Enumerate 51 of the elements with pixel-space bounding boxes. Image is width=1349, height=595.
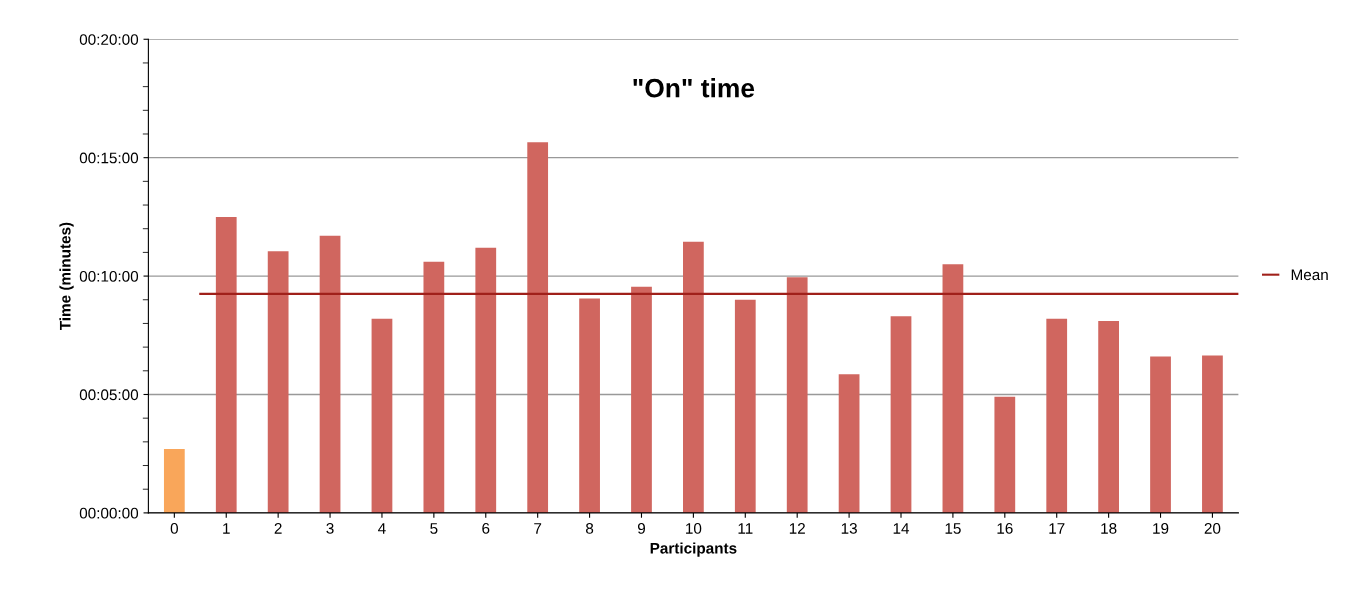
x-tick-label: 14 xyxy=(893,523,910,534)
x-tick-label: 19 xyxy=(1153,523,1169,534)
y-tick-label: 00:00:00 xyxy=(79,507,139,519)
x-tick-label: 12 xyxy=(789,523,805,534)
x-tick-label: 17 xyxy=(1049,523,1065,534)
bar xyxy=(890,316,912,513)
y-tick-label: 00:20:00 xyxy=(79,34,139,45)
bar xyxy=(631,286,652,513)
x-tick-label: 20 xyxy=(1204,523,1221,534)
bar xyxy=(1098,321,1119,513)
x-tick-label: 0 xyxy=(170,523,178,534)
bar xyxy=(319,235,341,513)
bar xyxy=(994,396,1016,513)
bar xyxy=(163,448,185,513)
x-tick-label: 15 xyxy=(945,523,961,534)
bar xyxy=(683,241,704,513)
bar xyxy=(1150,356,1171,513)
bar xyxy=(423,261,445,513)
x-tick-label: 10 xyxy=(686,523,702,534)
x-tick-label: 3 xyxy=(326,523,334,534)
x-tick-label: 13 xyxy=(841,523,857,534)
y-axis-title: Time (minutes) xyxy=(59,222,74,331)
text: "On" time xyxy=(633,78,755,98)
bar xyxy=(838,374,860,513)
y-tick-label: 00:05:00 xyxy=(79,389,139,401)
x-axis-title: Participants xyxy=(650,542,737,557)
x-tick-label: 18 xyxy=(1101,523,1117,534)
bar xyxy=(215,216,237,513)
x-tick-label: 5 xyxy=(430,523,438,534)
bar xyxy=(579,298,600,513)
legend-label: Mean xyxy=(1291,269,1328,281)
x-tick-label: 2 xyxy=(274,523,282,534)
bar xyxy=(371,318,393,513)
bar xyxy=(1046,318,1068,513)
bar xyxy=(786,277,808,513)
x-tick-label: 6 xyxy=(482,523,490,534)
bar xyxy=(267,251,289,513)
bar xyxy=(1202,355,1223,513)
x-tick-label: 11 xyxy=(738,523,753,534)
x-tick-label: 4 xyxy=(378,523,386,534)
x-tick-label: 8 xyxy=(585,523,594,534)
bar xyxy=(475,247,497,513)
x-tick-label: 9 xyxy=(637,523,646,534)
x-tick-label: 16 xyxy=(997,523,1013,534)
bar xyxy=(734,299,756,513)
bar xyxy=(527,142,549,513)
x-tick-label: 1 xyxy=(223,523,230,534)
y-tick-label: 00:15:00 xyxy=(79,152,139,164)
x-tick-label: 7 xyxy=(534,523,542,534)
bar xyxy=(942,264,964,513)
y-tick-label: 00:10:00 xyxy=(79,270,139,282)
